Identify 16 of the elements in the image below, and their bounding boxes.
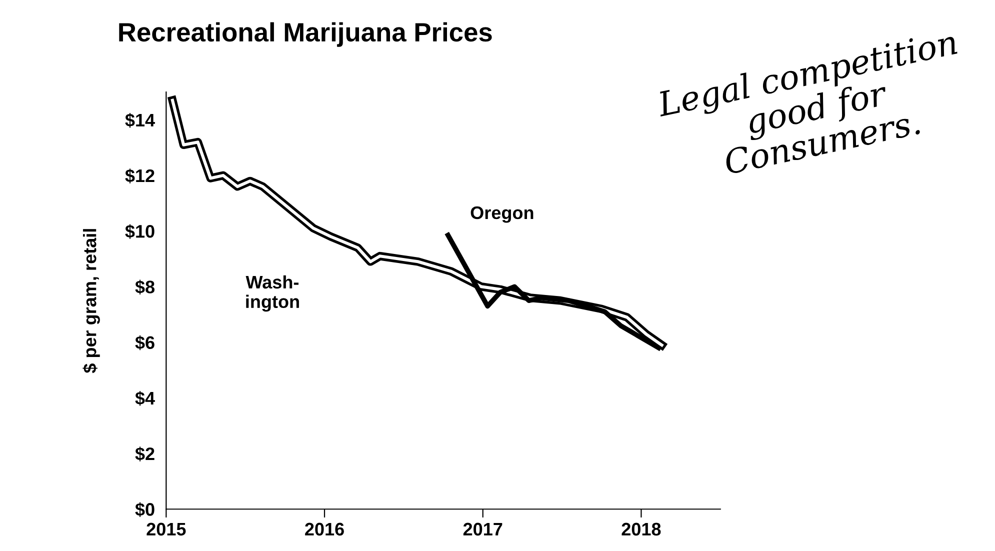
y-tick-label: $2 [135,446,154,462]
x-tick-label: 2015 [146,522,186,536]
chart-title: Recreational Marijuana Prices [119,22,492,47]
x-tick-label: 2016 [305,522,344,536]
y-tick-label: $12 [125,168,154,184]
y-tick-label: $8 [135,280,154,295]
x-tick-label: 2018 [622,522,661,536]
y-tick-label: $0 [135,502,154,518]
x-tick-label: 2017 [463,522,502,536]
y-tick-label: $4 [135,391,155,406]
y-axis-title: $ per gram, retail [82,229,100,374]
y-tick-label: $6 [135,335,154,350]
y-tick-label: $10 [125,224,154,239]
series-label: Oregon [470,206,534,223]
text: Wash- ington [246,275,299,312]
y-tick-label: $14 [125,112,155,128]
